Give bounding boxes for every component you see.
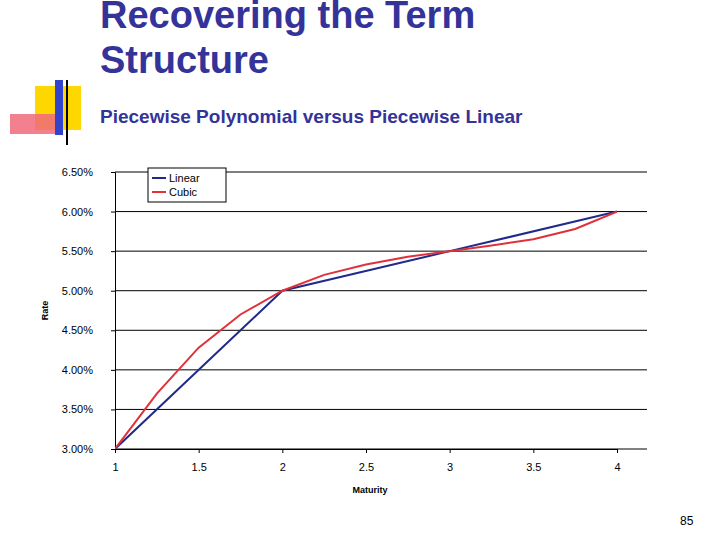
tick-mark xyxy=(450,449,451,453)
tick-mark xyxy=(111,172,115,173)
tick-label: 5.00% xyxy=(62,285,93,297)
tick-mark xyxy=(111,370,115,371)
axis-line xyxy=(116,450,618,454)
grid-line xyxy=(115,251,647,252)
tick: 3.5 xyxy=(526,449,541,473)
tick-mark xyxy=(199,449,200,453)
grid-line xyxy=(115,330,647,331)
tick-label: 6.00% xyxy=(62,206,93,218)
legend-box xyxy=(148,168,226,202)
slide-title: Recovering the Term Structure xyxy=(100,0,540,83)
tick: 3.50% xyxy=(62,403,115,415)
x-axis-title: Maturity xyxy=(352,485,387,495)
series-line xyxy=(115,212,617,449)
tick-mark xyxy=(115,449,116,453)
tick-label: 1 xyxy=(112,461,118,473)
tick-mark xyxy=(111,449,115,450)
tick-mark xyxy=(111,251,115,252)
tick: 1.5 xyxy=(192,449,207,473)
tick: 6.00% xyxy=(62,206,115,218)
page-number: 85 xyxy=(680,514,693,528)
tick-label: 3 xyxy=(447,461,453,473)
tick-label: 1.5 xyxy=(192,461,207,473)
deco-square xyxy=(10,114,56,134)
tick-label: 5.50% xyxy=(62,245,93,257)
decoration xyxy=(0,0,110,164)
y-axis-title: Rate xyxy=(40,301,50,321)
y-axis: 3.00% 3.50% 4.00% 4.50% 5.00% 5.50% 6.00% 6.50% xyxy=(62,166,116,455)
x-axis: 1 1.5 2 2.5 3 3.5 4 xyxy=(112,449,620,473)
tick-mark xyxy=(111,212,115,213)
tick: 4.50% xyxy=(62,324,115,336)
legend-swatch xyxy=(152,191,166,193)
legend: Linear Cubic xyxy=(148,168,226,202)
tick-label: 6.50% xyxy=(62,166,93,178)
tick: 6.50% xyxy=(62,166,115,178)
tick: 2 xyxy=(280,449,286,473)
tick: 5.00% xyxy=(62,285,115,297)
grid-line xyxy=(115,211,647,212)
deco-bar xyxy=(55,80,63,135)
tick-label: 3.5 xyxy=(526,461,541,473)
slide-subtitle: Piecewise Polynomial versus Piecewise Li… xyxy=(100,106,522,128)
tick-label: 2.5 xyxy=(359,461,374,473)
grid-line xyxy=(115,290,647,291)
tick: 5.50% xyxy=(62,245,115,257)
legend-label: Linear xyxy=(169,172,200,184)
tick-label: 3.00% xyxy=(62,443,93,455)
grid xyxy=(115,172,647,449)
tick-mark xyxy=(282,449,283,453)
grid-line xyxy=(115,369,647,370)
chart: 3.00% 3.50% 4.00% 4.50% 5.00% 5.50% 6.00% 6.50%… xyxy=(0,0,720,540)
deco-line xyxy=(66,80,68,145)
tick-mark xyxy=(111,409,115,410)
legend-label: Cubic xyxy=(169,186,198,198)
tick-mark xyxy=(533,449,534,453)
tick-label: 2 xyxy=(280,461,286,473)
tick-label: 4.50% xyxy=(62,324,93,336)
tick-mark xyxy=(366,449,367,453)
tick-label: 4.00% xyxy=(62,364,93,376)
legend-swatch xyxy=(152,177,166,179)
series-line xyxy=(115,212,617,449)
tick: 1 xyxy=(112,449,118,473)
decoration-svg xyxy=(0,0,110,160)
plot-area xyxy=(115,212,617,449)
tick-label: 3.50% xyxy=(62,403,93,415)
tick: 3.00% xyxy=(62,443,115,455)
tick: 2.5 xyxy=(359,449,374,473)
tick-label: 4 xyxy=(614,461,620,473)
grid-line xyxy=(115,409,647,410)
tick: 4 xyxy=(614,449,620,473)
tick-mark xyxy=(617,449,618,453)
tick-mark xyxy=(111,330,115,331)
tick: 3 xyxy=(447,449,453,473)
axis-line xyxy=(111,173,116,450)
tick: 4.00% xyxy=(62,364,115,376)
tick-mark xyxy=(111,291,115,292)
